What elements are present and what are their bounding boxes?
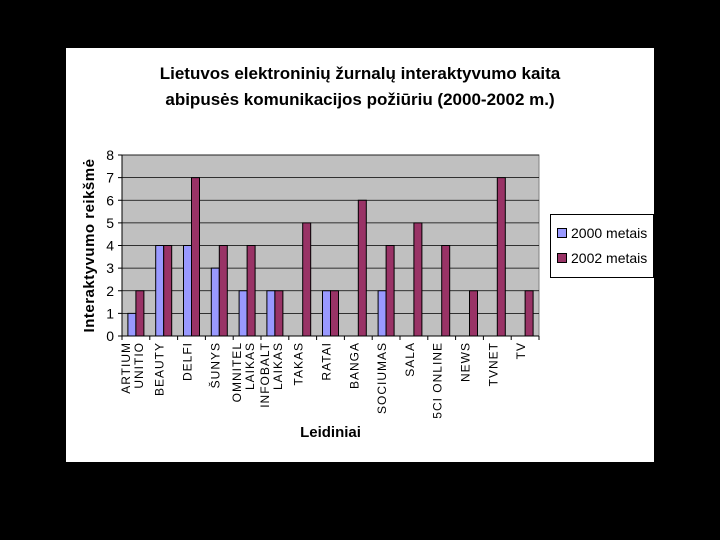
- x-tick-label: ŠUNYS: [207, 342, 222, 388]
- legend-item-2002: 2002 metais: [557, 249, 647, 267]
- legend-swatch-2002: [557, 253, 567, 263]
- bar-2000: [127, 312, 137, 337]
- x-tick-label: LAIKAS: [243, 342, 257, 390]
- y-tick-label: 7: [106, 170, 114, 186]
- bar-2002: [218, 245, 228, 337]
- chart-title-line-1: Lietuvos elektroninių žurnalų interaktyv…: [159, 64, 561, 83]
- bar-2002: [524, 290, 534, 337]
- bar-2002: [413, 222, 423, 337]
- bar-2002: [246, 245, 256, 337]
- y-tick-label: 4: [106, 238, 114, 254]
- y-tick-label: 5: [106, 215, 114, 231]
- bar-2000: [377, 290, 387, 337]
- x-tick-label: TVNET: [486, 342, 500, 386]
- legend-swatch-2000: [557, 228, 567, 238]
- x-tick-label: DELFI: [181, 342, 195, 381]
- x-tick-label: UNITIO: [132, 342, 146, 389]
- bar-2000: [266, 290, 276, 337]
- x-tick-label: LAIKAS: [271, 342, 285, 390]
- bar-2002: [330, 290, 339, 337]
- x-tick-label: BANGA: [347, 342, 361, 389]
- bar-2002: [385, 245, 395, 337]
- chart-panel: Lietuvos elektroninių žurnalų interaktyv…: [66, 48, 654, 462]
- chart-title-line-2: abipusės komunikacijos požiūriu (2000-20…: [165, 90, 555, 109]
- x-tick-label: INFOBALT: [258, 342, 272, 408]
- bar-2002: [357, 199, 367, 337]
- y-axis-title: Interaktyvumo reikšmė: [81, 159, 98, 333]
- x-tick-label: BEAUTY: [153, 342, 167, 396]
- y-tick-label: 2: [106, 283, 114, 299]
- x-tick-label: SOCIUMAS: [375, 342, 389, 414]
- y-tick-label: 0: [106, 328, 114, 344]
- legend-item-2000: 2000 metais: [557, 224, 647, 242]
- bar-2000: [155, 245, 165, 337]
- x-tick-label: NEWS: [459, 342, 473, 382]
- x-tick-label: RATAI: [320, 342, 334, 381]
- x-tick-label: TAKAS: [292, 342, 306, 385]
- x-tick-label: TV: [514, 342, 528, 359]
- bar-2000: [210, 267, 220, 337]
- legend-label-2002: 2002 metais: [571, 250, 648, 266]
- x-tick-label: OMNITEL: [230, 342, 244, 402]
- x-tick-label: SALA: [403, 342, 417, 377]
- bar-2002: [441, 245, 451, 337]
- y-tick-label: 6: [106, 192, 114, 208]
- x-tick-label: 5CI ONLINE: [431, 342, 445, 419]
- bar-chart: 0 1 2 3 4 5 6 7 8 ARTIUM UNITIO BEAUTY DELFI ŠUNYS OMN…: [81, 147, 540, 441]
- y-tick-label: 8: [106, 147, 114, 163]
- legend: 2000 metais 2002 metais: [550, 214, 654, 278]
- bar-2000: [183, 245, 192, 337]
- bar-2002: [135, 290, 145, 337]
- bar-2002: [496, 177, 506, 337]
- y-tick-label: 3: [106, 260, 114, 276]
- bar-2002: [302, 222, 312, 337]
- bar-2000: [322, 290, 331, 337]
- legend-label-2000: 2000 metais: [571, 225, 648, 241]
- bar-2002: [163, 245, 173, 337]
- y-tick-label: 1: [106, 305, 114, 321]
- x-axis-title: Leidiniai: [300, 424, 361, 441]
- x-tick-label: ARTIUM: [119, 342, 133, 394]
- bar-2000: [238, 290, 248, 337]
- bar-2002: [191, 177, 200, 337]
- bar-2002: [274, 290, 284, 337]
- bar-2002: [469, 290, 478, 337]
